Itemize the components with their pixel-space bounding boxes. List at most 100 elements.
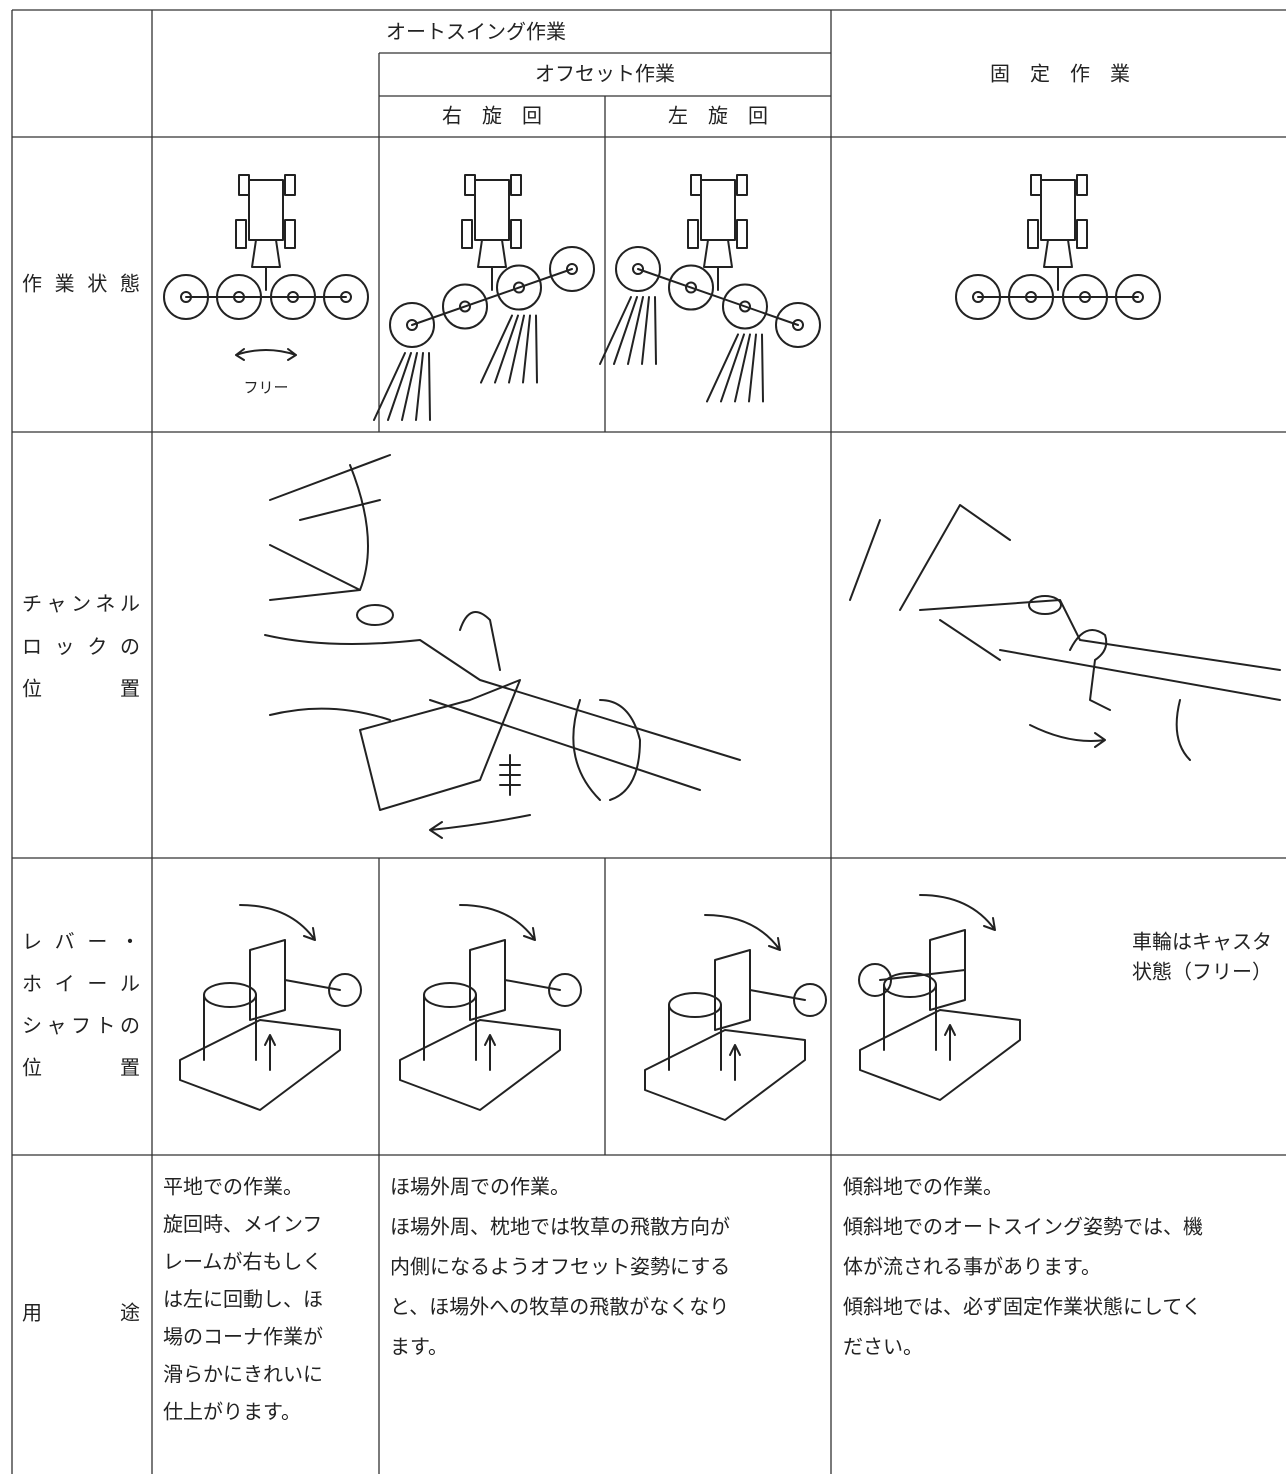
rotor-hub [1132, 291, 1144, 303]
rotor [1115, 274, 1161, 320]
spray-line [522, 314, 531, 384]
use-text: 滑らかにきれいに [163, 1362, 323, 1386]
up-arrow [729, 1044, 741, 1081]
rotor [549, 246, 595, 292]
tractor-wheel [461, 219, 473, 249]
lever [459, 611, 501, 671]
rotor-hub [233, 291, 245, 303]
rotor-hub [972, 291, 984, 303]
base-plate [644, 1029, 806, 1121]
spray-line [706, 333, 739, 403]
rotation-arrow [1029, 724, 1106, 748]
rotor-bar [637, 268, 799, 326]
channel-pin [356, 604, 394, 626]
tractor-wheel [238, 174, 250, 196]
use-text: 平地での作業。 [163, 1175, 303, 1199]
lever-ball [793, 983, 827, 1017]
use-text: は左に回動し、ほ [163, 1287, 323, 1311]
hook [1069, 629, 1111, 711]
lever-arm [284, 979, 341, 991]
rotor [1008, 274, 1054, 320]
spray-line [654, 296, 657, 365]
bracket [929, 929, 966, 1011]
wheel-note: 車輪はキャスタ [1132, 930, 1272, 954]
rotor [722, 283, 768, 330]
header-left-turn: 左 旋 回 [668, 104, 768, 128]
rotor-hub [287, 291, 299, 303]
rotor-hub [513, 281, 525, 294]
spray-line [720, 333, 745, 403]
use-text: ます。 [390, 1335, 448, 1359]
rotor [163, 274, 209, 320]
use-text: 傾斜地でのオートスイング姿勢では、機 [843, 1215, 1203, 1239]
lever-arm [879, 969, 966, 981]
bracket [249, 939, 286, 1021]
hitch [251, 239, 281, 291]
row-label: チャンネル [22, 592, 140, 616]
swing-arrow [459, 904, 536, 941]
rotor [323, 274, 369, 320]
tractor-wheel [1030, 174, 1042, 196]
use-text: 場のコーナ作業が [163, 1325, 323, 1349]
spray-line [734, 333, 751, 403]
tractor-wheel [510, 219, 522, 249]
spray-line [415, 352, 424, 421]
spray-line [535, 314, 538, 384]
tractor-wheel [736, 219, 748, 249]
tractor-wheel [1027, 219, 1039, 249]
post [203, 994, 257, 1061]
spray-line [480, 314, 513, 384]
use-text: 仕上がります。 [163, 1400, 301, 1424]
spray-line [641, 296, 650, 365]
lever-ball [858, 963, 892, 997]
swing-arrow [919, 894, 996, 931]
up-arrow [944, 1024, 956, 1061]
channel-sketch [849, 504, 1281, 761]
tractor-wheel [284, 219, 296, 249]
bracket [469, 939, 506, 1021]
hitch [703, 239, 733, 291]
tractor-wheel [690, 174, 702, 196]
rotor-hub [1025, 291, 1037, 303]
rotor-hub [566, 263, 578, 275]
base-plate [859, 1009, 1021, 1101]
rotor-hub [792, 319, 804, 331]
spray-line [401, 352, 418, 421]
use-text: 旋回時、メインフ [163, 1212, 322, 1236]
illustrations [163, 174, 1281, 1121]
use-text: 傾斜地では、必ず固定作業状態にしてく [843, 1295, 1202, 1319]
spray-line [748, 333, 757, 403]
use-text: 内側になるようオフセット姿勢にする [390, 1255, 730, 1279]
rotor [389, 302, 435, 348]
up-arrow [484, 1034, 496, 1071]
up-arrow [264, 1034, 276, 1071]
rotor-hub [180, 291, 192, 303]
rotor-hub [340, 291, 352, 303]
use-text: 体が流される事があります。 [843, 1255, 1101, 1279]
rotor-hub [1079, 291, 1091, 303]
rotor-bar [411, 268, 573, 326]
row-label: 位 置 [22, 677, 140, 701]
header-fixed: 固 定 作 業 [990, 62, 1130, 86]
hitch [477, 239, 507, 291]
lever-ball [328, 973, 362, 1007]
tractor-wheel [464, 174, 476, 196]
use-text: と、ほ場外への牧草の飛散がなくなり [390, 1295, 729, 1319]
header-auto-swing: オートスイング作業 [386, 20, 566, 44]
rotor-hub [632, 263, 644, 275]
rotor [496, 264, 542, 311]
post [668, 1004, 722, 1071]
spray-line [627, 296, 644, 365]
base-plate [399, 1019, 561, 1111]
rotor [955, 274, 1001, 320]
rotor [1062, 274, 1108, 320]
rotor [442, 283, 488, 330]
rotor [615, 246, 661, 292]
rotor-hub [739, 300, 751, 313]
post [423, 994, 477, 1061]
lever-ball [548, 973, 582, 1007]
tractor-wheel [1076, 174, 1088, 196]
spray-line [387, 352, 412, 421]
rotor-hub [406, 319, 418, 331]
